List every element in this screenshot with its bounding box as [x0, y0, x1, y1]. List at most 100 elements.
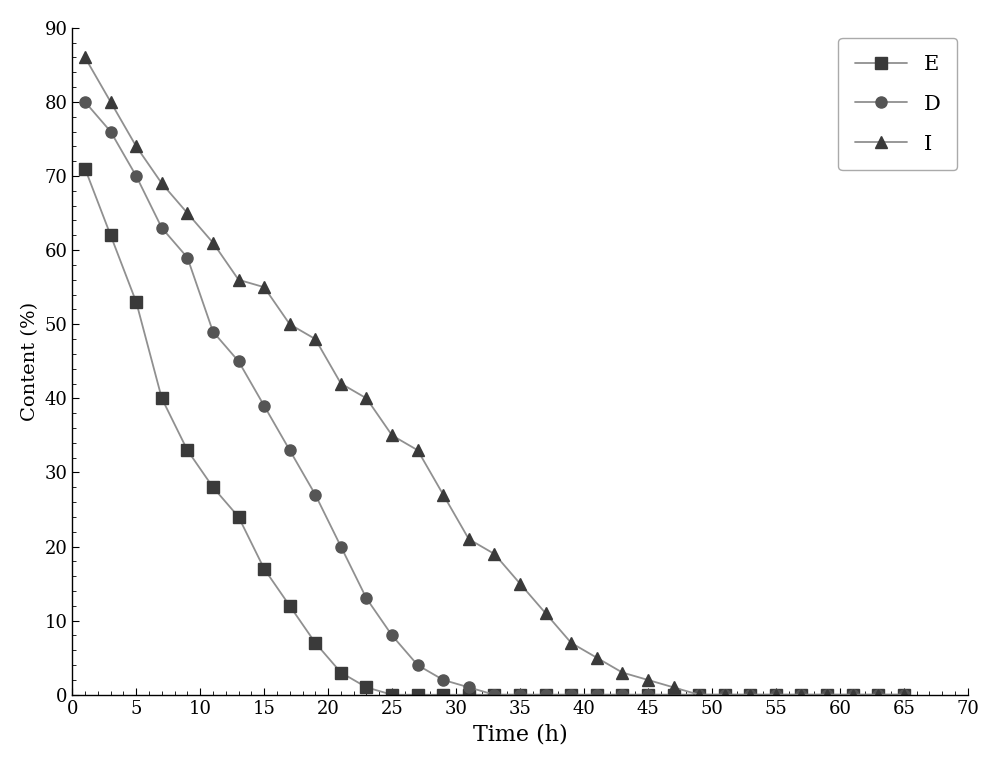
E: [872, 690, 884, 699]
E: [386, 690, 398, 699]
E: [540, 690, 552, 699]
E: [360, 683, 372, 692]
Legend: E, D, I: E, D, I: [838, 38, 957, 170]
I: [565, 638, 577, 647]
E: [105, 231, 117, 240]
E: [770, 690, 782, 699]
D: [872, 690, 884, 699]
I: [335, 379, 347, 388]
I: [207, 238, 219, 247]
D: [514, 690, 526, 699]
E: [156, 394, 168, 403]
E: [591, 690, 603, 699]
I: [79, 53, 91, 62]
I: [130, 142, 142, 151]
D: [258, 401, 270, 411]
E: [412, 690, 424, 699]
E: [821, 690, 833, 699]
E: [795, 690, 807, 699]
D: [744, 690, 756, 699]
D: [335, 542, 347, 552]
I: [744, 690, 756, 699]
I: [412, 446, 424, 455]
D: [668, 690, 680, 699]
D: [565, 690, 577, 699]
D: [642, 690, 654, 699]
D: [130, 172, 142, 181]
I: [386, 430, 398, 440]
E: [181, 446, 193, 455]
E: [233, 512, 245, 522]
D: [821, 690, 833, 699]
E: [668, 690, 680, 699]
I: [284, 319, 296, 329]
I: [360, 394, 372, 403]
E: [335, 668, 347, 677]
E: [693, 690, 705, 699]
I: [309, 335, 321, 344]
I: [847, 690, 859, 699]
Line: D: D: [79, 97, 909, 700]
E: [642, 690, 654, 699]
D: [233, 357, 245, 366]
D: [412, 660, 424, 669]
D: [309, 490, 321, 499]
E: [616, 690, 628, 699]
D: [770, 690, 782, 699]
D: [847, 690, 859, 699]
I: [156, 178, 168, 188]
E: [898, 690, 910, 699]
Line: I: I: [79, 52, 909, 700]
E: [744, 690, 756, 699]
D: [284, 446, 296, 455]
I: [795, 690, 807, 699]
D: [437, 676, 449, 685]
Y-axis label: Content (%): Content (%): [21, 302, 39, 421]
E: [130, 297, 142, 306]
I: [181, 208, 193, 218]
I: [540, 609, 552, 618]
D: [616, 690, 628, 699]
E: [488, 690, 500, 699]
D: [79, 97, 91, 106]
D: [181, 253, 193, 262]
E: [463, 690, 475, 699]
D: [105, 127, 117, 136]
E: [565, 690, 577, 699]
D: [591, 690, 603, 699]
I: [821, 690, 833, 699]
D: [540, 690, 552, 699]
I: [105, 97, 117, 106]
I: [258, 283, 270, 292]
I: [233, 275, 245, 284]
D: [207, 327, 219, 336]
D: [488, 690, 500, 699]
D: [156, 224, 168, 233]
E: [437, 690, 449, 699]
E: [284, 601, 296, 611]
I: [668, 683, 680, 692]
E: [207, 483, 219, 492]
E: [847, 690, 859, 699]
I: [463, 535, 475, 544]
X-axis label: Time (h): Time (h): [473, 723, 567, 745]
E: [309, 638, 321, 647]
I: [642, 676, 654, 685]
E: [514, 690, 526, 699]
D: [463, 683, 475, 692]
I: [488, 549, 500, 558]
D: [719, 690, 731, 699]
Line: E: E: [79, 163, 909, 700]
I: [514, 579, 526, 588]
I: [898, 690, 910, 699]
I: [437, 490, 449, 499]
I: [693, 690, 705, 699]
D: [898, 690, 910, 699]
D: [386, 631, 398, 640]
D: [795, 690, 807, 699]
I: [872, 690, 884, 699]
D: [360, 594, 372, 603]
I: [719, 690, 731, 699]
I: [770, 690, 782, 699]
I: [591, 653, 603, 663]
